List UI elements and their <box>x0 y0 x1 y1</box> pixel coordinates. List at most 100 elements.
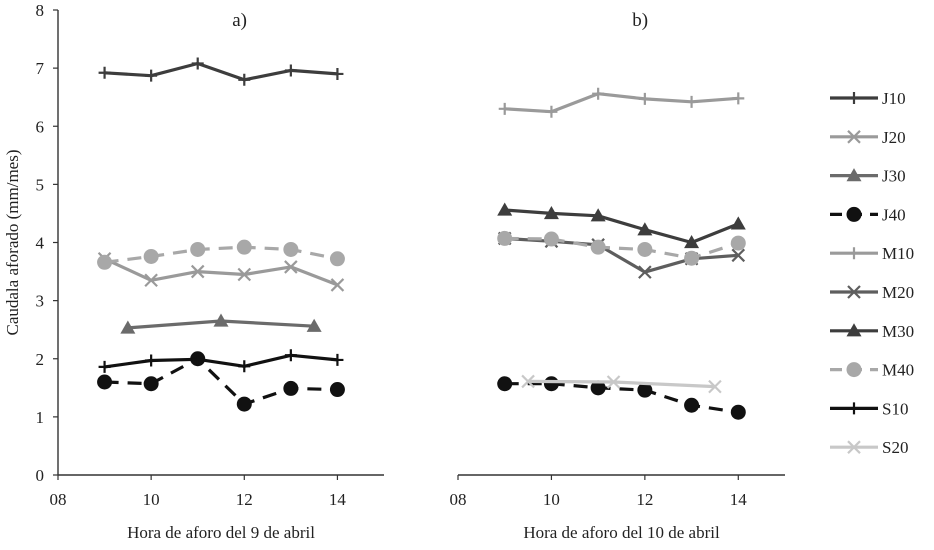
legend-marker-J30 <box>846 168 862 182</box>
x-tick-label: 12 <box>236 490 253 509</box>
legend-label-M10: M10 <box>882 244 914 263</box>
data-point-J40 <box>236 396 252 412</box>
data-point-S10 <box>331 353 344 366</box>
data-point-M40 <box>684 250 700 266</box>
data-point-J40 <box>684 397 700 413</box>
data-point-J10 <box>238 73 251 86</box>
legend-label-M40: M40 <box>882 361 914 380</box>
data-point-M40 <box>497 230 513 246</box>
legend-label-S20: S20 <box>882 438 908 457</box>
x-tick-label: 08 <box>50 490 67 509</box>
legend-marker-J20 <box>847 130 861 144</box>
data-point-M10 <box>732 92 745 105</box>
data-point-S20 <box>521 374 535 389</box>
data-point-J10 <box>191 57 204 70</box>
data-point-J20 <box>190 264 205 279</box>
legend-marker-M40 <box>846 362 862 378</box>
series-line-J40 <box>104 357 338 406</box>
data-point-M40 <box>329 251 345 267</box>
legend-marker-S20 <box>847 440 861 454</box>
series-line-M40 <box>104 245 338 264</box>
data-point-M30 <box>730 216 746 230</box>
data-point-J40 <box>283 380 299 396</box>
legend-label-M20: M20 <box>882 283 914 302</box>
data-point-M40 <box>543 231 559 247</box>
x-tick-label: 14 <box>730 490 748 509</box>
x-tick-label: 10 <box>143 490 160 509</box>
data-point-S20 <box>708 379 722 394</box>
data-point-J30 <box>306 318 322 332</box>
legend-marker-J10 <box>848 92 860 104</box>
data-point-J10 <box>145 69 158 82</box>
panel-title: b) <box>632 10 648 31</box>
y-tick-label: 4 <box>36 234 45 253</box>
y-tick-label: 7 <box>36 59 45 78</box>
data-point-M10 <box>545 105 558 118</box>
series-line-J40 <box>504 382 739 414</box>
data-point-J40 <box>143 376 159 392</box>
data-point-M40 <box>190 241 206 257</box>
data-point-J10 <box>284 64 297 77</box>
legend-marker-M20 <box>847 285 861 299</box>
legend-marker-J40 <box>846 206 862 222</box>
data-point-S10 <box>145 354 158 367</box>
data-point-M10 <box>592 87 605 100</box>
series-line-M10 <box>504 92 739 114</box>
y-tick-label: 1 <box>36 408 45 427</box>
series-line-J20 <box>103 257 338 287</box>
data-point-S20 <box>606 375 621 389</box>
legend-marker-S10 <box>848 402 860 415</box>
y-tick-label: 5 <box>36 175 45 194</box>
y-tick-label: 6 <box>36 117 45 136</box>
data-point-J40 <box>97 374 113 390</box>
data-point-J20 <box>144 273 158 288</box>
series-line-M20 <box>504 236 739 274</box>
x-tick-label: 08 <box>450 490 467 509</box>
y-tick-label: 2 <box>36 350 45 369</box>
legend-label-J30: J30 <box>882 167 906 186</box>
data-point-M40 <box>97 254 113 270</box>
legend-marker-M30 <box>846 323 862 337</box>
legend-label-M30: M30 <box>882 322 914 341</box>
data-point-M40 <box>637 241 653 257</box>
data-point-M40 <box>283 241 299 257</box>
data-point-J40 <box>329 382 345 398</box>
series-line-J10 <box>104 61 338 82</box>
data-point-S10 <box>238 360 251 373</box>
x-axis-label: Hora de aforo del 10 de abril <box>523 523 720 542</box>
data-point-M10 <box>685 95 698 108</box>
y-tick-label: 8 <box>36 1 45 20</box>
x-tick-label: 10 <box>543 490 560 509</box>
data-point-J20 <box>237 267 252 282</box>
series-line-M30 <box>504 208 739 245</box>
data-point-J10 <box>331 67 344 80</box>
legend-label-S10: S10 <box>882 399 908 418</box>
panel-title: a) <box>232 10 247 31</box>
data-point-J10 <box>98 66 111 79</box>
data-point-J20 <box>330 278 345 292</box>
data-point-M30 <box>684 235 700 249</box>
series-line-S10 <box>104 353 338 369</box>
data-point-J30 <box>213 313 229 327</box>
data-point-S10 <box>284 349 297 362</box>
data-point-J20 <box>284 260 298 274</box>
data-point-M40 <box>143 248 159 264</box>
data-point-M40 <box>236 239 252 255</box>
data-point-J30 <box>120 320 136 334</box>
data-point-M40 <box>730 235 746 251</box>
data-point-J40 <box>497 376 513 392</box>
data-point-J40 <box>590 380 606 396</box>
series-line-M40 <box>504 236 739 260</box>
legend-label-J20: J20 <box>882 128 906 147</box>
legend-marker-M10 <box>848 247 860 260</box>
data-point-J40 <box>730 404 746 420</box>
y-axis-label: Caudala aforado (mm/mes) <box>3 150 22 336</box>
data-point-M30 <box>543 205 559 220</box>
data-point-M30 <box>637 222 653 236</box>
data-point-M10 <box>498 102 511 115</box>
data-point-M40 <box>590 239 606 255</box>
data-point-M20 <box>731 248 746 263</box>
data-point-M10 <box>638 92 651 105</box>
